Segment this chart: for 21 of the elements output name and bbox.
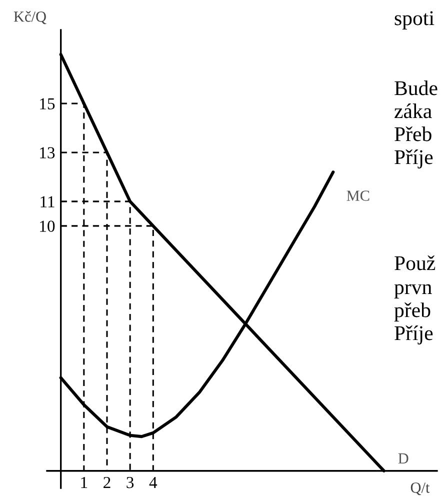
x-tick-label: 2: [104, 476, 110, 488]
y-tick-label: 10: [40, 220, 55, 232]
x-tick-label: 1: [81, 476, 88, 488]
annotation: přeb: [394, 302, 430, 322]
text: spoti: [394, 11, 434, 30]
series-label: MC: [346, 190, 370, 201]
x-tick-label: 3: [126, 476, 134, 488]
y-tick-label: 15: [40, 98, 55, 110]
annotation: Bude: [394, 80, 438, 96]
y-tick-label: 11: [40, 196, 54, 208]
series-label: D: [398, 453, 408, 464]
annotation: Přeb: [394, 126, 432, 142]
x-tick-label: 4: [149, 477, 158, 488]
y-tick-label: 13: [40, 147, 55, 158]
annotation: záka: [394, 104, 432, 118]
annotation: prvn: [394, 284, 432, 298]
y-axis-title: Kč/Q: [14, 11, 46, 24]
annotation: Příje: [394, 150, 433, 168]
x-axis-title: Q/t: [410, 482, 430, 496]
annotation: Příje: [394, 326, 433, 344]
annotation: Použ: [394, 256, 436, 270]
